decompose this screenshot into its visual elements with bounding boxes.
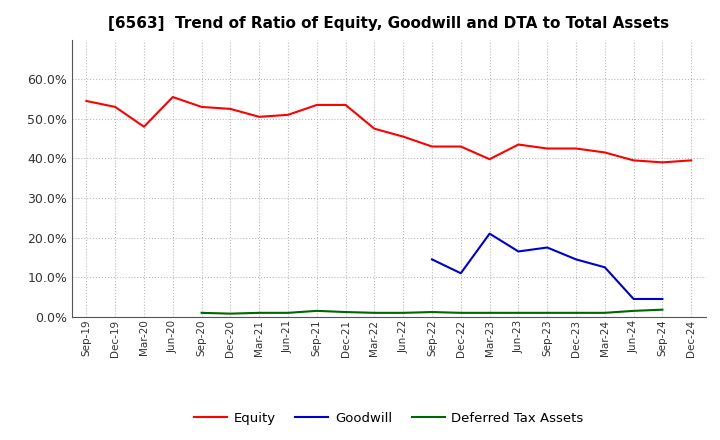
Title: [6563]  Trend of Ratio of Equity, Goodwill and DTA to Total Assets: [6563] Trend of Ratio of Equity, Goodwil… — [108, 16, 670, 32]
Legend: Equity, Goodwill, Deferred Tax Assets: Equity, Goodwill, Deferred Tax Assets — [189, 407, 589, 430]
